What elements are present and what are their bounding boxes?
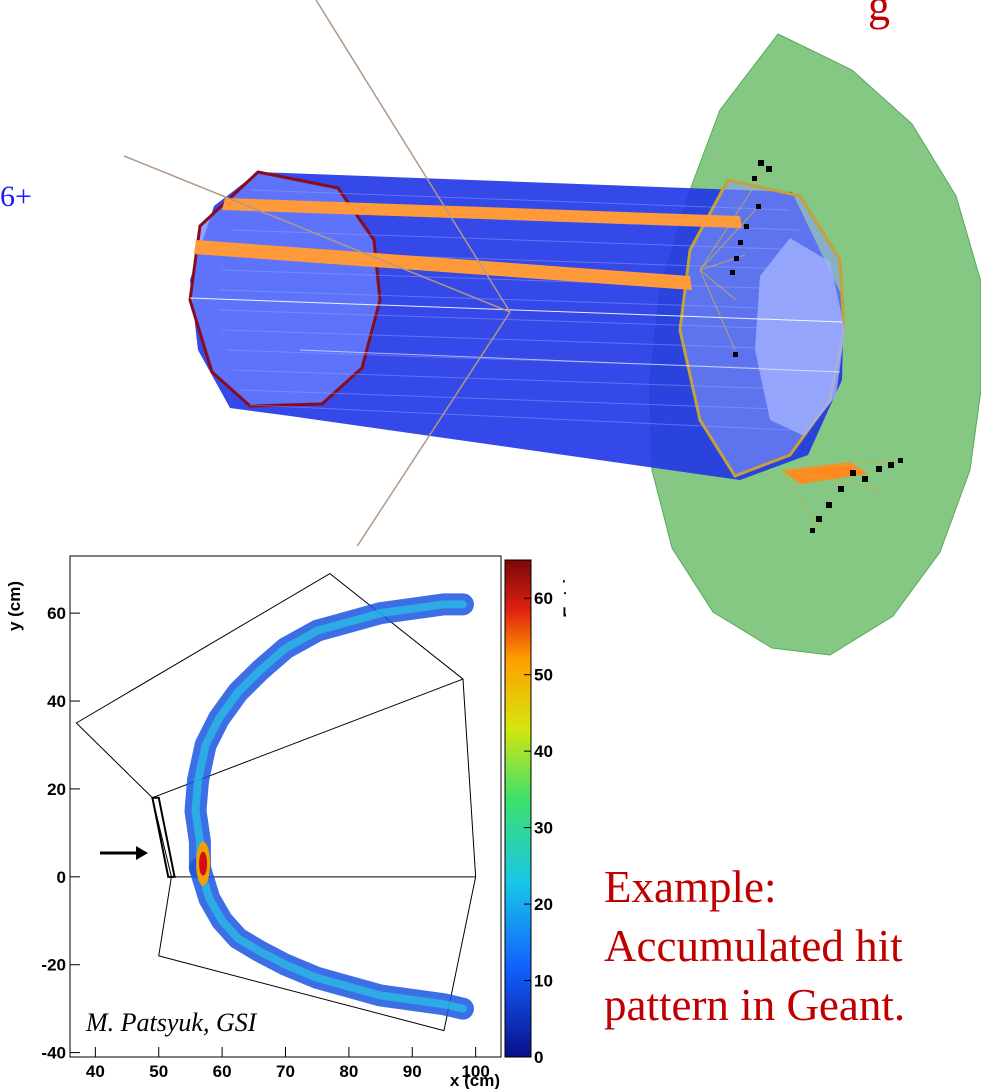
y-tick-label: 60 [47, 604, 66, 623]
caption-line-2: Accumulated hit [604, 921, 903, 971]
y-tick-label: 20 [47, 780, 66, 799]
x-tick-label: 90 [403, 1062, 422, 1081]
colorbar-tick-label: 30 [534, 819, 553, 838]
caption-line-3: pattern in Geant. [604, 980, 906, 1030]
header-text-fragment: g [868, 0, 890, 30]
colorbar-tick-label: 40 [534, 742, 553, 761]
orange-hit-patch [782, 462, 868, 484]
orange-stripe-lower [194, 240, 692, 290]
x-tick-label: 50 [149, 1062, 168, 1081]
barrel-near-face [188, 170, 382, 408]
y-tick-label: 40 [47, 692, 66, 711]
colorbar-tick-label: 0 [534, 1048, 543, 1067]
x-tick-label: 80 [339, 1062, 358, 1081]
hit-band-core-2 [195, 864, 467, 1013]
y-tick-label: 0 [57, 868, 66, 887]
x-tick-label: 40 [86, 1062, 105, 1081]
barrel-inner-face [755, 238, 845, 436]
y-axis-title: y (cm) [5, 581, 24, 631]
plot-area-frame [69, 555, 502, 1058]
hit-dots [730, 160, 903, 533]
x-tick-label: 100 [461, 1062, 489, 1081]
colorbar [504, 559, 532, 1058]
example-caption: Example: Accumulated hit pattern in Gean… [604, 858, 981, 1035]
credit-label: M. Patsyuk, GSI [86, 1008, 257, 1038]
x-axis-title: x (cm) [450, 1071, 500, 1089]
colorbar-tick-label: 20 [534, 895, 553, 914]
y-tick-label: -40 [41, 1044, 66, 1063]
hit-pattern-plot: 40 50 60 70 80 90 100 -40 -20 0 20 40 60 x (cm) y (… [0, 546, 566, 1089]
beam-arrow [100, 846, 148, 860]
y-tick-label: -20 [41, 956, 66, 975]
particle-tracks [123, 0, 511, 549]
colorbar-tick-label: 10 [534, 972, 553, 991]
caption-line-1: Example: [604, 862, 777, 912]
hotspot-inner [199, 851, 208, 876]
hit-band-core-1 [191, 600, 467, 873]
x-tick-label: 70 [276, 1062, 295, 1081]
colorbar-tick-label: 60 [534, 589, 553, 608]
colorbar-ticks: 0 10 20 30 40 50 60 [524, 589, 553, 1067]
x-tick-label: 60 [213, 1062, 232, 1081]
hit-bands [184, 593, 474, 1020]
y-axis-ticks: -40 -20 0 20 40 60 [41, 604, 80, 1063]
colorbar-title: nEntries [560, 560, 566, 628]
side-text-fragment: 6+ [0, 180, 32, 213]
hit-fan-lines [699, 169, 896, 531]
target-outline [151, 796, 176, 878]
orange-stripe-upper [222, 198, 742, 228]
colorbar-tick-label: 50 [534, 666, 553, 685]
x-axis-ticks: 40 50 60 70 80 90 100 [86, 1047, 490, 1081]
